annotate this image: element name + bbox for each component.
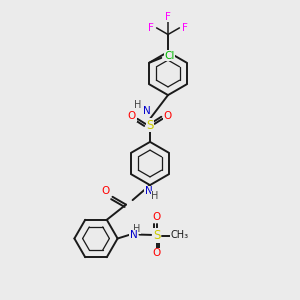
Text: Cl: Cl [164,51,175,61]
Text: O: O [128,111,136,122]
Text: H: H [134,224,141,234]
Text: H: H [134,100,141,110]
Text: N: N [145,186,153,196]
Text: F: F [165,11,171,22]
Text: O: O [102,186,110,197]
Text: O: O [164,111,172,122]
Text: H: H [151,191,158,201]
Text: N: N [130,230,137,241]
Text: S: S [153,229,160,242]
Text: O: O [152,212,161,223]
Text: S: S [146,119,154,132]
Text: O: O [152,248,161,259]
Text: F: F [148,23,154,33]
Text: F: F [182,23,188,33]
Text: CH₃: CH₃ [171,230,189,241]
Text: N: N [143,106,151,116]
